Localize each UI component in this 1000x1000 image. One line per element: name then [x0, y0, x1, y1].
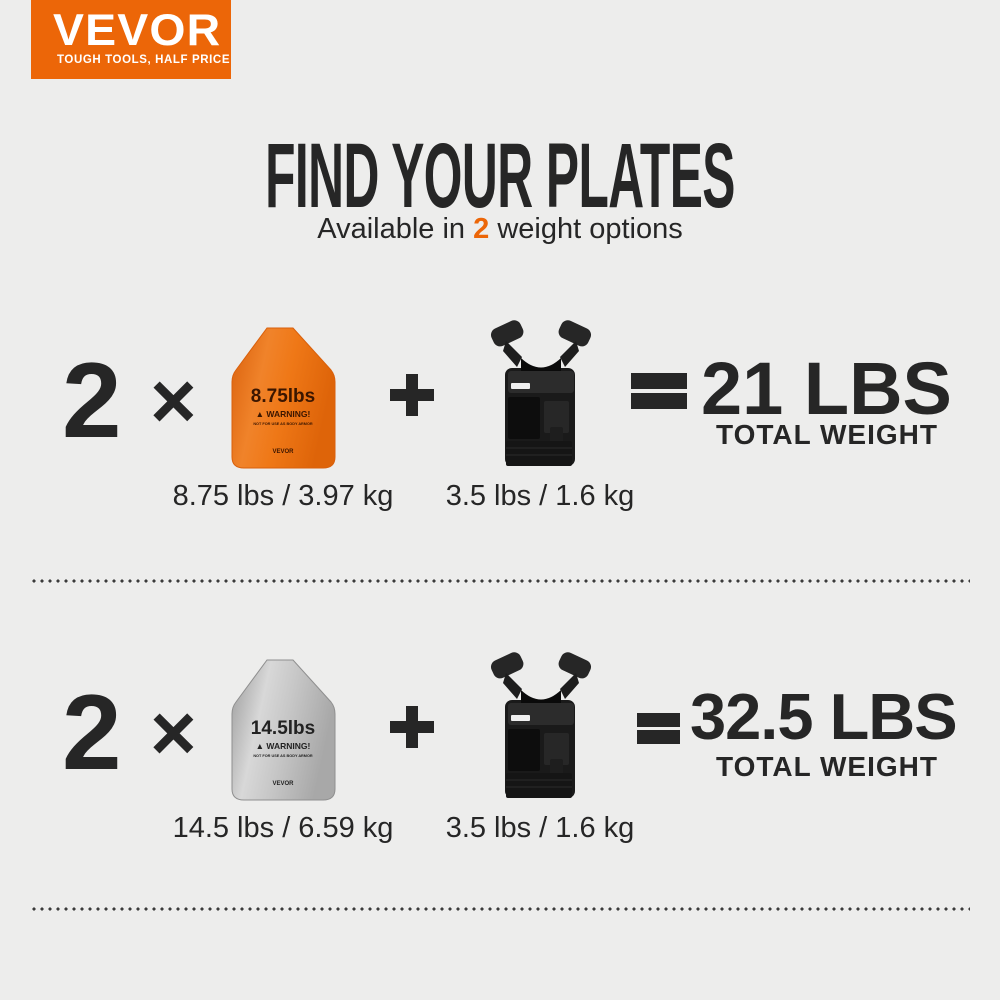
svg-text:▲ WARNING!: ▲ WARNING! [256, 741, 311, 751]
svg-text:8.75lbs: 8.75lbs [251, 386, 315, 407]
svg-text:NOT FOR USE AS BODY ARMOR: NOT FOR USE AS BODY ARMOR [253, 754, 313, 758]
svg-text:▲ WARNING!: ▲ WARNING! [256, 409, 311, 419]
svg-text:14.5lbs: 14.5lbs [251, 718, 315, 739]
svg-text:VEVOR: VEVOR [272, 449, 294, 455]
svg-text:NOT FOR USE AS BODY ARMOR: NOT FOR USE AS BODY ARMOR [253, 422, 313, 426]
svg-text:VEVOR: VEVOR [272, 781, 294, 787]
